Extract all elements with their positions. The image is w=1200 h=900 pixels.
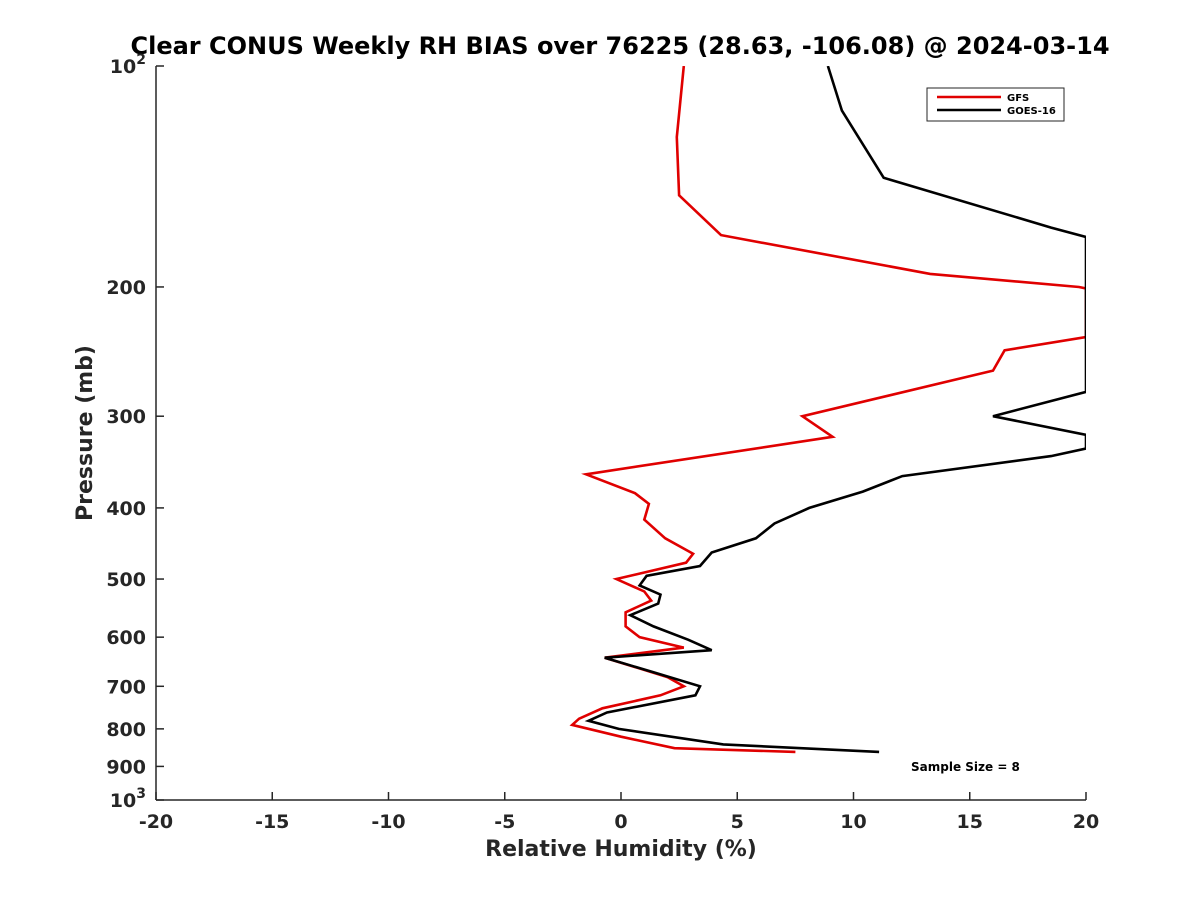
chart-title: Clear CONUS Weekly RH BIAS over 76225 (2… <box>130 32 1109 60</box>
y-tick-label: 800 <box>106 719 146 741</box>
y-axis-ticks: 102 200 300 400 500 600 700 800 900 103 <box>106 52 164 812</box>
y-axis-label: Pressure (mb) <box>73 345 98 521</box>
y-tick-label: 102 <box>110 52 146 78</box>
x-tick-label: -15 <box>255 811 289 833</box>
y-tick-label: 500 <box>106 569 146 591</box>
x-tick-label: -5 <box>494 811 515 833</box>
legend-box <box>926 87 1065 122</box>
plot-frame <box>156 66 1086 800</box>
x-axis-label: Relative Humidity (%) <box>485 837 757 862</box>
series-line-goes-16 <box>584 66 1086 754</box>
y-tick-label: 400 <box>106 498 146 520</box>
legend-label-gfs: GFS <box>1007 93 1029 104</box>
x-tick-label: 5 <box>731 811 744 833</box>
y-tick-label: 103 <box>110 786 146 812</box>
x-axis-ticks: -20 -15 -10 -5 0 5 10 15 20 <box>139 792 1099 833</box>
y-tick-label: 900 <box>106 756 146 778</box>
series-line-gfs <box>569 66 1086 754</box>
y-tick-label: 300 <box>106 406 146 428</box>
legend: GFS GOES-16 <box>926 87 1065 122</box>
y-tick-label: 700 <box>106 676 146 698</box>
legend-label-goes-16: GOES-16 <box>1007 106 1056 117</box>
x-tick-label: 20 <box>1073 811 1099 833</box>
x-tick-label: 10 <box>840 811 866 833</box>
plot-area <box>569 66 1086 754</box>
x-tick-label: -10 <box>371 811 405 833</box>
x-tick-label: -20 <box>139 811 173 833</box>
y-tick-label: 600 <box>106 627 146 649</box>
sample-size-annotation: Sample Size = 8 <box>911 760 1020 774</box>
y-tick-label: 200 <box>106 277 146 299</box>
x-tick-label: 15 <box>957 811 983 833</box>
x-tick-label: 0 <box>614 811 627 833</box>
